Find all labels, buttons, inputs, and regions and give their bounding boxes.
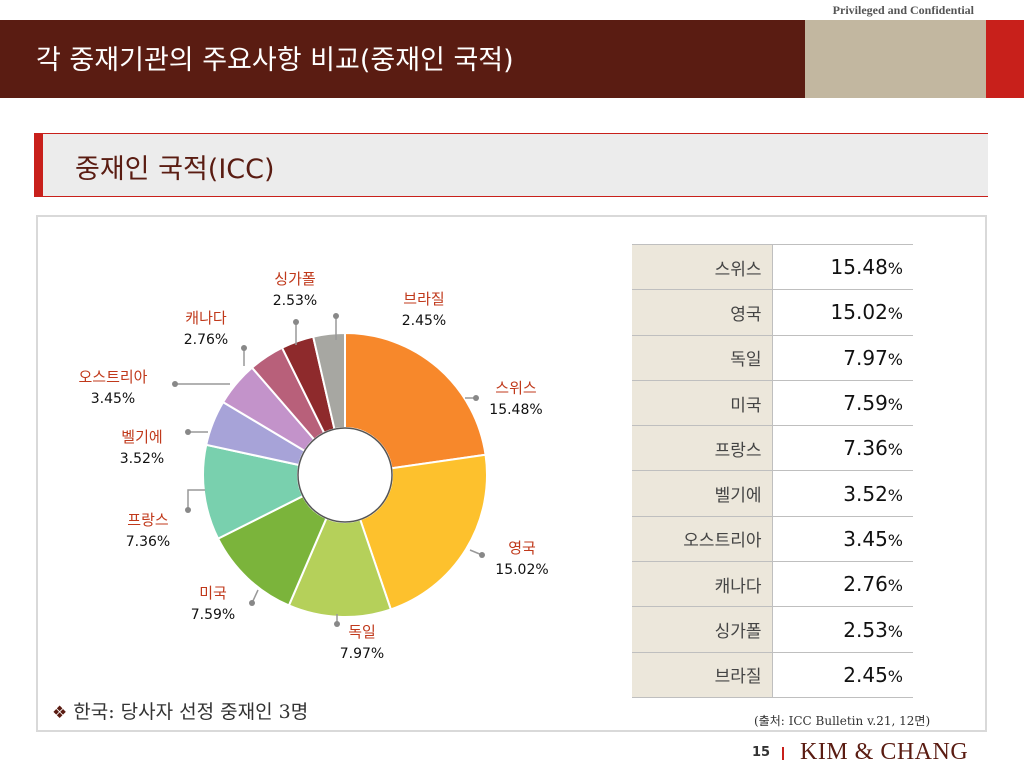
table-value: 3.45 [843, 526, 888, 551]
slice-value-label: 3.45% [91, 391, 135, 407]
donut-hole [297, 427, 393, 523]
table-unit: % [887, 395, 903, 415]
header-tan-block [805, 20, 986, 98]
table-value: 3.52 [843, 481, 888, 506]
leader-dot [249, 600, 255, 606]
slice-category-label: 캐나다 [185, 309, 227, 327]
table-country-cell: 프랑스 [632, 425, 773, 472]
slice-value-label: 3.52% [120, 451, 164, 467]
table-unit: % [887, 530, 903, 550]
leader-dot [172, 381, 178, 387]
table-row: 벨기에 3.52% [632, 470, 913, 517]
table-country-cell: 미국 [632, 379, 773, 427]
table-value: 2.76 [843, 572, 888, 597]
sub-header-accent [34, 133, 43, 197]
table-value: 7.59 [843, 391, 888, 416]
table-unit: % [887, 576, 903, 596]
table-row: 프랑스 7.36% [632, 425, 913, 472]
slice-value-label: 15.48% [489, 402, 542, 418]
source-note: (출처: ICC Bulletin v.21, 12면) [754, 714, 931, 728]
slice-category-label: 브라질 [403, 290, 444, 308]
table-row: 미국 7.59% [632, 379, 913, 427]
slice-category-label: 오스트리아 [78, 368, 147, 386]
leader-dot [241, 345, 247, 351]
kim-chang-logo: KIM & CHANG [800, 739, 969, 765]
table-unit: % [887, 666, 903, 686]
table-value: 15.48 [830, 255, 888, 280]
slice-value-label: 7.59% [191, 607, 235, 623]
table-unit: % [887, 440, 903, 460]
page-title: 각 중재기관의 주요사항 비교(중재인 국적) [36, 45, 514, 76]
table-unit: % [887, 259, 903, 279]
table-country-cell: 브라질 [632, 651, 773, 698]
sub-header-title: 중재인 국적(ICC) [75, 154, 275, 185]
slice-category-label: 스위스 [495, 379, 537, 397]
table-row: 독일 7.97% [632, 334, 913, 381]
header-bar [0, 20, 805, 98]
slice-value-label: 7.97% [340, 646, 384, 662]
table-country-cell: 스위스 [632, 243, 773, 291]
leader-dot [479, 552, 485, 558]
table-value-cell: 7.59% [772, 379, 913, 427]
table-country-cell: 오스트리아 [632, 515, 773, 563]
table-row: 브라질 2.45% [632, 651, 913, 698]
sub-header-bar [34, 133, 988, 197]
leader-dot [334, 621, 340, 627]
table-country-cell: 독일 [632, 334, 773, 381]
leader-line [187, 489, 205, 510]
table-unit: % [887, 304, 903, 324]
slice-category-label: 싱가폴 [274, 270, 315, 288]
table-row: 영국 15.02% [632, 289, 913, 336]
slice-value-label: 2.45% [402, 313, 446, 329]
table-row: 오스트리아 3.45% [632, 515, 913, 563]
korea-note: ❖ 한국: 당사자 선정 중재인 3명 [52, 697, 308, 724]
table-value: 7.97 [843, 345, 888, 370]
slice-value-label: 2.76% [184, 332, 228, 348]
leader-dot [185, 507, 191, 513]
slice-category-label: 프랑스 [127, 511, 169, 529]
table-country-cell: 싱가폴 [632, 606, 773, 653]
table-country-cell: 캐나다 [632, 561, 773, 608]
table-value-cell: 2.53% [772, 606, 913, 653]
slice-value-label: 15.02% [495, 562, 548, 578]
leader-dot [333, 313, 339, 319]
korea-note-text: 한국: 당사자 선정 중재인 3명 [73, 701, 309, 723]
table-value-cell: 15.02% [772, 289, 913, 336]
table-country-cell: 영국 [632, 289, 773, 336]
table-country-cell: 벨기에 [632, 470, 773, 517]
table-value-cell: 2.76% [772, 561, 913, 608]
table-value-cell: 15.48% [772, 243, 913, 291]
table-row: 스위스 15.48% [632, 243, 913, 291]
table-unit: % [887, 349, 903, 369]
slice-category-label: 독일 [348, 623, 376, 641]
table-value-cell: 3.52% [772, 470, 913, 517]
leader-dot [293, 319, 299, 325]
leader-dot [185, 429, 191, 435]
slice-category-label: 벨기에 [121, 428, 162, 446]
header-red-block [986, 20, 1024, 98]
table-value: 15.02 [830, 300, 888, 325]
table-unit: % [887, 621, 903, 641]
nationality-table: 스위스 15.48% 영국 15.02% 독일 7.97% 미국 7.59% 프랑스 7.36% 벨… [632, 243, 913, 698]
diamond-bullet-icon: ❖ [52, 703, 68, 723]
table-value: 7.36 [843, 436, 888, 461]
page-separator [782, 747, 784, 760]
confidential-label: Privileged and Confidential [832, 3, 974, 17]
slice-category-label: 미국 [199, 584, 227, 602]
table-value-cell: 7.97% [772, 334, 913, 381]
table-value-cell: 7.36% [772, 425, 913, 472]
table-value-cell: 2.45% [772, 651, 913, 698]
table-row: 캐나다 2.76% [632, 561, 913, 608]
slice-value-label: 2.53% [273, 293, 317, 309]
table-unit: % [887, 485, 903, 505]
slice-value-label: 7.36% [126, 534, 170, 550]
table-row: 싱가폴 2.53% [632, 606, 913, 653]
table-value: 2.53 [843, 617, 888, 642]
leader-dot [473, 395, 479, 401]
page-number: 15 [752, 745, 771, 760]
table-value-cell: 3.45% [772, 515, 913, 563]
slice-category-label: 영국 [508, 539, 536, 557]
table-value: 2.45 [843, 662, 888, 687]
